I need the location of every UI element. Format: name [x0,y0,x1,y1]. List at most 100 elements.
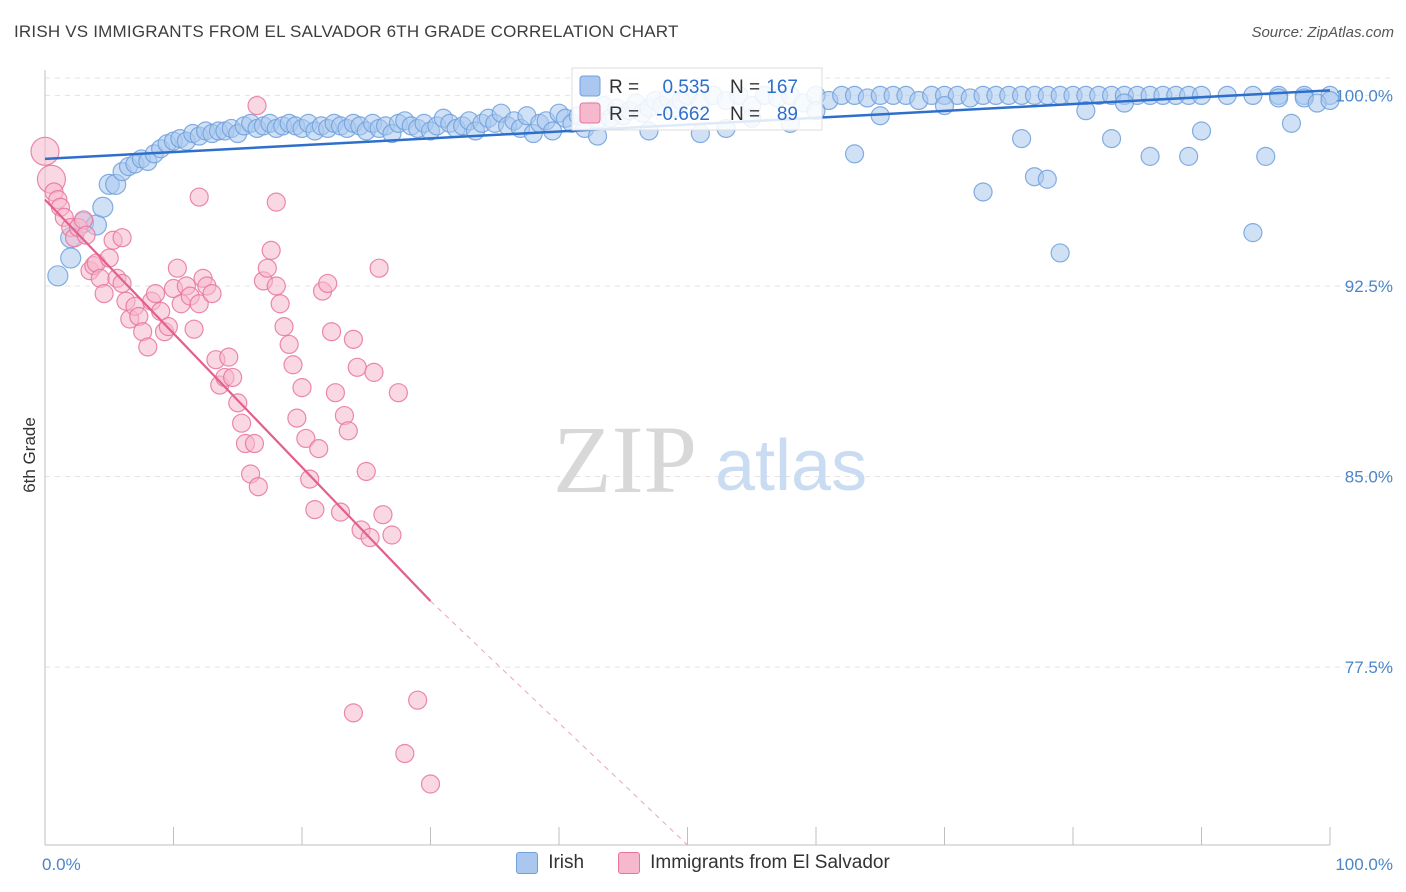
el-salvador-point-44 [219,347,239,367]
el-salvador-point-58 [279,334,299,355]
el-salvador-point-55 [266,276,286,296]
el-salvador-point-72 [338,421,358,441]
el-salvador-point-68 [321,322,342,342]
stats-n-label-0: N = [730,77,760,98]
stats-legend: R = 0.535 N = 167 R = -0.662 N = 89 [571,67,823,131]
el-salvador-point-25 [138,337,158,357]
irish-point-159 [1114,93,1135,113]
irish-point-158 [1101,129,1122,149]
el-salvador-point-19 [112,273,132,294]
irish-point-149 [844,144,865,164]
el-salvador-point-27 [145,284,166,304]
el-salvador-point-0 [30,136,60,166]
legend-item-irish[interactable]: Irish [516,852,584,874]
el-salvador-point-70 [330,502,351,522]
irish-point-169 [1281,113,1302,133]
legend-swatch-irish [516,852,539,874]
stats-r-label-1: R = [609,104,639,125]
y-tick-label: 85.0% [1345,468,1393,487]
irish-point-163 [1243,223,1263,243]
el-salvador-point-37 [189,294,209,314]
el-salvador-point-82 [388,383,408,403]
watermark-atlas: atlas [715,426,867,506]
el-salvador-point-73 [343,329,363,349]
stats-n-label-1: N = [730,104,760,125]
irish-point-156 [1050,243,1070,263]
irish-point-0 [47,265,69,287]
stats-r-label-0: R = [609,77,639,98]
el-salvador-point-74 [347,357,367,377]
el-salvador-point-89 [408,690,428,710]
gridlines [45,77,1395,668]
el-salvador-trend-line [44,198,432,602]
el-salvador-point-88 [420,774,441,794]
el-salvador-point-67 [318,273,338,294]
irish-point-1 [60,247,82,269]
y-axis-label: 6th Grade [20,417,39,493]
el-salvador-point-85 [266,192,286,212]
el-salvador-point-15 [94,284,114,304]
x-tick-label-min: 0.0% [42,855,81,874]
y-tick-label: 100.0% [1335,86,1393,105]
el-salvador-point-56 [270,294,290,314]
el-salvador-point-32 [167,258,187,278]
x-tick-label-max: 100.0% [1335,855,1393,874]
irish-point-162 [1191,121,1212,141]
stats-swatch-0 [579,75,601,97]
el-salvador-point-69 [325,383,346,403]
stats-swatch-1 [579,102,601,124]
irish-point-136 [1191,85,1212,106]
el-salvador-point-83 [189,187,209,207]
el-salvador-point-79 [369,258,389,278]
irish-point-160 [1140,146,1160,166]
irish-point-161 [1179,146,1199,166]
el-salvador-point-16 [99,248,119,268]
chart-source: Source: ZipAtlas.com [1251,24,1394,41]
el-salvador-point-78 [364,362,384,382]
el-salvador-point-62 [296,428,316,449]
irish-point-157 [1076,101,1096,121]
el-salvador-point-45 [223,367,243,388]
irish-point-168 [1256,146,1276,166]
el-salvador-point-63 [300,469,320,489]
series-legend: Irish Immigrants from El Salvador [0,852,1406,874]
el-salvador-point-87 [395,743,415,764]
el-salvador-point-54 [261,240,281,261]
tick-labels: 100.0% 92.5% 85.0% 77.5% 0.0% 100.0% [42,86,1393,874]
legend-label-irish: Irish [548,852,585,873]
stats-n-value-0: 167 [766,77,798,98]
el-salvador-point-53 [257,258,277,278]
el-salvador-point-65 [309,439,329,459]
el-salvador-point-84 [247,95,267,116]
el-salvador-trend-extension [430,600,688,846]
el-salvador-point-60 [287,408,307,428]
stats-r-value-1: -0.662 [656,104,710,125]
legend-swatch-el-salvador [618,852,641,874]
el-salvador-point-81 [382,525,402,545]
el-salvador-point-51 [248,477,268,497]
legend-label-el-salvador: Immigrants from El Salvador [650,852,890,873]
irish-point-153 [1011,129,1032,149]
irish-point-152 [973,182,993,202]
el-salvador-point-86 [343,703,363,723]
irish-point-155 [1037,169,1057,189]
stats-r-value-0: 0.535 [662,77,710,98]
el-salvador-point-50 [244,433,265,454]
watermark: ZIP atlas [553,406,867,513]
el-salvador-point-64 [305,499,325,520]
y-tick-label: 92.5% [1345,277,1393,296]
el-salvador-point-80 [373,505,393,525]
el-salvador-point-47 [232,413,252,433]
el-salvador-point-59 [283,355,303,375]
irish-point-5 [92,196,114,218]
legend-item-el-salvador[interactable]: Immigrants from El Salvador [618,852,890,874]
el-salvador-point-10 [76,225,96,245]
el-salvador-point-40 [202,284,222,304]
el-salvador-point-76 [356,461,376,482]
el-salvador-point-61 [292,378,312,398]
stats-legend-box [571,67,823,131]
chart-title: IRISH VS IMMIGRANTS FROM EL SALVADOR 6TH… [14,22,679,41]
stats-n-value-1: 89 [777,104,798,125]
el-salvador-point-57 [274,317,294,337]
